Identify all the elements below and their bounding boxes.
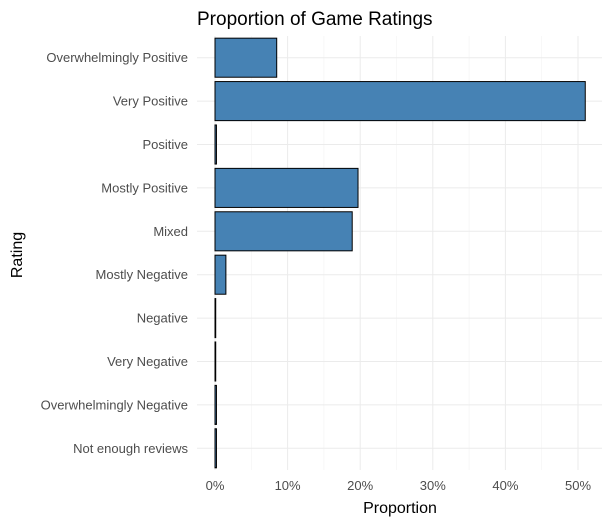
x-axis-title: Proportion bbox=[363, 500, 437, 517]
bar bbox=[214, 124, 217, 165]
chart-title: Proportion of Game Ratings bbox=[197, 9, 433, 30]
x-tick-label: 50% bbox=[565, 478, 591, 493]
x-tick-label: 0% bbox=[206, 478, 225, 493]
bar bbox=[214, 81, 586, 122]
bar bbox=[214, 37, 278, 78]
y-tick-label: Positive bbox=[142, 137, 188, 152]
x-tick-label: 40% bbox=[492, 478, 518, 493]
bar bbox=[214, 384, 217, 425]
x-tick-label: 30% bbox=[420, 478, 446, 493]
bar bbox=[214, 298, 217, 339]
x-tick-label: 20% bbox=[347, 478, 373, 493]
y-tick-label: Mostly Positive bbox=[101, 180, 188, 195]
bar bbox=[214, 211, 353, 252]
bar bbox=[214, 167, 359, 208]
y-tick-label: Very Positive bbox=[113, 94, 188, 109]
y-tick-label: Mixed bbox=[153, 224, 188, 239]
bar bbox=[214, 341, 217, 382]
x-tick-label: 10% bbox=[275, 478, 301, 493]
y-tick-label: Very Negative bbox=[107, 354, 188, 369]
x-axis-tick-labels: 0% 10% 20% 30% 40% 50% bbox=[206, 478, 592, 493]
y-tick-label: Not enough reviews bbox=[73, 441, 188, 456]
y-axis-tick-labels: Overwhelmingly Positive Very Positive Posi… bbox=[41, 50, 189, 456]
y-tick-label: Mostly Negative bbox=[96, 267, 188, 282]
y-tick-label: Negative bbox=[137, 311, 188, 326]
y-tick-label: Overwhelmingly Positive bbox=[46, 50, 188, 65]
bar bbox=[214, 428, 217, 469]
y-tick-label: Overwhelmingly Negative bbox=[41, 397, 188, 412]
y-axis-title: Rating bbox=[9, 232, 26, 278]
bars bbox=[214, 37, 586, 469]
bar bbox=[214, 254, 227, 295]
